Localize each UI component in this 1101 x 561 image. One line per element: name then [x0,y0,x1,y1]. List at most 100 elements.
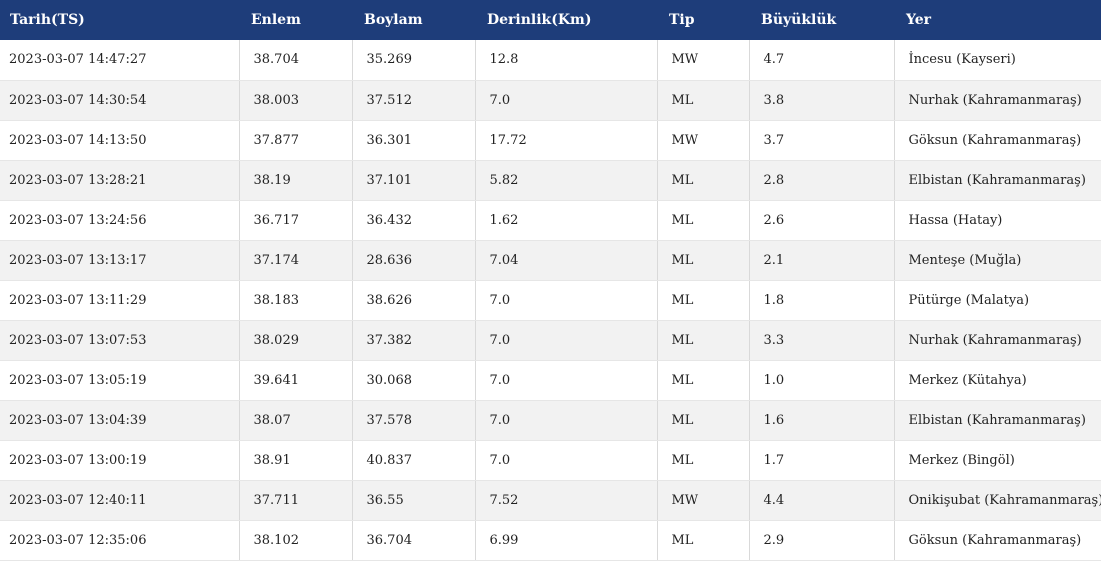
cell-date: 2023-03-07 13:07:53 [0,320,239,361]
cell-depth: 7.0 [474,440,657,481]
cell-depth: 5.82 [474,160,657,201]
table-body: 2023-03-07 14:47:27 38.704 35.269 12.8 MW 4.7… [0,40,1101,561]
table-row: 2023-03-07 13:28:21 38.19 37.101 5.82 ML 2.8 E… [0,160,1101,201]
cell-date: 2023-03-07 13:05:19 [0,360,239,401]
table-row: 2023-03-07 13:07:53 38.029 37.382 7.0 ML 3.3 N… [0,320,1101,361]
cell-depth: 7.04 [474,240,657,281]
cell-latitude: 38.704 [238,40,352,81]
cell-latitude: 38.029 [238,320,352,361]
cell-depth: 7.0 [474,360,657,401]
cell-type: ML [656,200,749,241]
cell-type: ML [656,160,749,201]
col-header-type[interactable]: Tip [669,12,695,28]
cell-depth: 7.0 [474,280,657,321]
col-header-magnitude[interactable]: Büyüklük [761,12,837,28]
cell-type: MW [656,480,749,521]
cell-magnitude: 2.9 [748,520,894,561]
table-row: 2023-03-07 12:40:11 37.711 36.55 7.52 MW 4.4 O… [0,480,1101,521]
col-header-latitude[interactable]: Enlem [251,12,301,28]
cell-depth: 1.62 [474,200,657,241]
cell-date: 2023-03-07 14:47:27 [0,40,239,81]
table-row: 2023-03-07 13:11:29 38.183 38.626 7.0 ML 1.8 P… [0,280,1101,321]
table-row: 2023-03-07 14:47:27 38.704 35.269 12.8 MW 4.7… [0,40,1101,81]
col-header-date[interactable]: Tarih(TS) [10,12,85,28]
cell-longitude: 36.704 [351,520,475,561]
cell-magnitude: 3.3 [748,320,894,361]
table-row: 2023-03-07 14:13:50 37.877 36.301 17.72 MW 3.… [0,120,1101,161]
cell-longitude: 35.269 [351,40,475,81]
cell-type: ML [656,440,749,481]
cell-date: 2023-03-07 12:40:11 [0,480,239,521]
cell-longitude: 37.512 [351,80,475,121]
cell-magnitude: 4.4 [748,480,894,521]
cell-location: Merkez (Kütahya) [893,360,1101,401]
table-row: 2023-03-07 13:24:56 36.717 36.432 1.62 ML 2.6… [0,200,1101,241]
cell-date: 2023-03-07 14:30:54 [0,80,239,121]
cell-location: Pütürge (Malatya) [893,280,1101,321]
cell-location: İncesu (Kayseri) [893,40,1101,81]
cell-longitude: 36.432 [351,200,475,241]
cell-latitude: 39.641 [238,360,352,401]
cell-type: ML [656,280,749,321]
cell-location: Göksun (Kahramanmaraş) [893,520,1101,561]
cell-date: 2023-03-07 14:13:50 [0,120,239,161]
cell-depth: 12.8 [474,40,657,81]
cell-type: MW [656,120,749,161]
cell-location: Menteşe (Muğla) [893,240,1101,281]
cell-date: 2023-03-07 12:35:06 [0,520,239,561]
cell-location: Hassa (Hatay) [893,200,1101,241]
cell-date: 2023-03-07 13:24:56 [0,200,239,241]
col-header-depth[interactable]: Derinlik(Km) [487,12,592,28]
cell-magnitude: 1.7 [748,440,894,481]
cell-location: Elbistan (Kahramanmaraş) [893,400,1101,441]
cell-type: ML [656,240,749,281]
cell-latitude: 38.003 [238,80,352,121]
table-row: 2023-03-07 12:35:06 38.102 36.704 6.99 ML 2.9… [0,520,1101,561]
cell-magnitude: 1.0 [748,360,894,401]
cell-latitude: 38.91 [238,440,352,481]
table-header: Tarih(TS) Enlem Boylam Derinlik(Km) Tip … [0,0,1101,40]
cell-location: Göksun (Kahramanmaraş) [893,120,1101,161]
cell-depth: 7.0 [474,400,657,441]
table-row: 2023-03-07 13:05:19 39.641 30.068 7.0 ML 1.0 M… [0,360,1101,401]
cell-type: MW [656,40,749,81]
header-row: Tarih(TS) Enlem Boylam Derinlik(Km) Tip … [0,0,1101,40]
cell-latitude: 37.711 [238,480,352,521]
cell-latitude: 38.07 [238,400,352,441]
cell-depth: 17.72 [474,120,657,161]
cell-longitude: 30.068 [351,360,475,401]
cell-magnitude: 3.7 [748,120,894,161]
col-header-longitude[interactable]: Boylam [364,12,423,28]
cell-longitude: 40.837 [351,440,475,481]
cell-latitude: 38.19 [238,160,352,201]
cell-longitude: 36.55 [351,480,475,521]
table-row: 2023-03-07 14:30:54 38.003 37.512 7.0 ML 3.8 N… [0,80,1101,121]
cell-longitude: 38.626 [351,280,475,321]
cell-date: 2023-03-07 13:11:29 [0,280,239,321]
cell-longitude: 36.301 [351,120,475,161]
cell-magnitude: 2.6 [748,200,894,241]
cell-date: 2023-03-07 13:04:39 [0,400,239,441]
cell-location: Onikişubat (Kahramanmaraş) [893,480,1101,521]
cell-longitude: 37.382 [351,320,475,361]
cell-magnitude: 3.8 [748,80,894,121]
cell-location: Nurhak (Kahramanmaraş) [893,320,1101,361]
cell-magnitude: 2.1 [748,240,894,281]
cell-type: ML [656,320,749,361]
table-row: 2023-03-07 13:00:19 38.91 40.837 7.0 ML 1.7 Me… [0,440,1101,481]
cell-magnitude: 4.7 [748,40,894,81]
table-row: 2023-03-07 13:13:17 37.174 28.636 7.04 ML 2.1… [0,240,1101,281]
cell-magnitude: 2.8 [748,160,894,201]
cell-location: Nurhak (Kahramanmaraş) [893,80,1101,121]
cell-date: 2023-03-07 13:00:19 [0,440,239,481]
col-header-location[interactable]: Yer [906,12,932,28]
cell-depth: 7.52 [474,480,657,521]
cell-depth: 7.0 [474,320,657,361]
cell-depth: 7.0 [474,80,657,121]
cell-longitude: 28.636 [351,240,475,281]
cell-magnitude: 1.6 [748,400,894,441]
cell-latitude: 38.183 [238,280,352,321]
cell-longitude: 37.101 [351,160,475,201]
cell-type: ML [656,80,749,121]
table-row: 2023-03-07 13:04:39 38.07 37.578 7.0 ML 1.6 El… [0,400,1101,441]
